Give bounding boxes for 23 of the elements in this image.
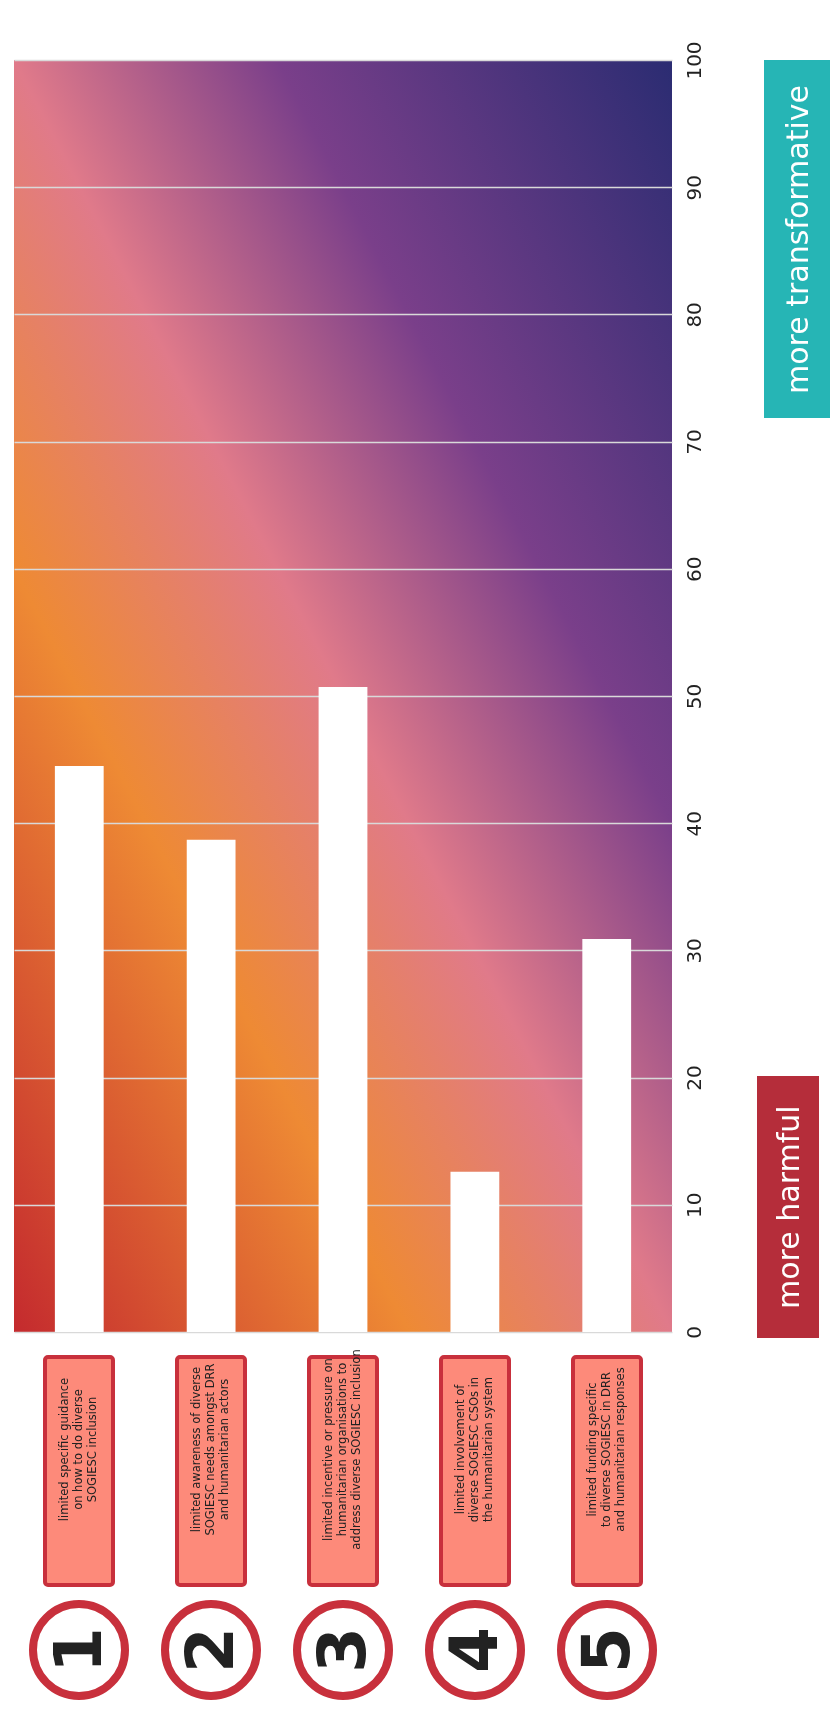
text: more transformative	[764, 60, 830, 418]
y-tick-label: 20	[681, 1065, 706, 1091]
y-tick-label: 70	[681, 429, 706, 455]
y-tick-label: 90	[681, 174, 706, 201]
text: 5	[567, 1627, 645, 1673]
y-tick-label: 30	[681, 938, 706, 964]
text: 4	[435, 1627, 513, 1673]
y-tick-label: 50	[681, 683, 706, 710]
y-tick-label: 80	[681, 302, 706, 328]
text: 3	[304, 1627, 381, 1673]
x-tick-label: limited involvement of diverse SOGIESC CSOs in the humanitarian system	[452, 1376, 495, 1523]
y-tick-label: 10	[681, 1192, 706, 1219]
x-tick-label: limited specific guidance on how to do diverse SOGIESC inclusion	[57, 1377, 100, 1522]
text: more harmful	[757, 1076, 819, 1338]
y-tick-label: 40	[681, 810, 706, 837]
y-tick-label: 60	[681, 556, 706, 583]
y-tick-label: 0	[681, 1326, 706, 1339]
x-tick-label: limited funding specific to diverse SOGIESC in DRR and humanitarian responses	[584, 1367, 627, 1532]
x-tick-label: limited awareness of diverse SOGIESC needs amongst DRR and humanitarian actors	[189, 1363, 232, 1536]
text: 1	[40, 1627, 118, 1673]
x-tick-label: limited incentive or pressure on humanitarian organisations to address diverse SOGIESC inclusion	[321, 1349, 363, 1550]
y-tick-label: 100	[681, 41, 706, 80]
text: 2	[172, 1627, 250, 1673]
